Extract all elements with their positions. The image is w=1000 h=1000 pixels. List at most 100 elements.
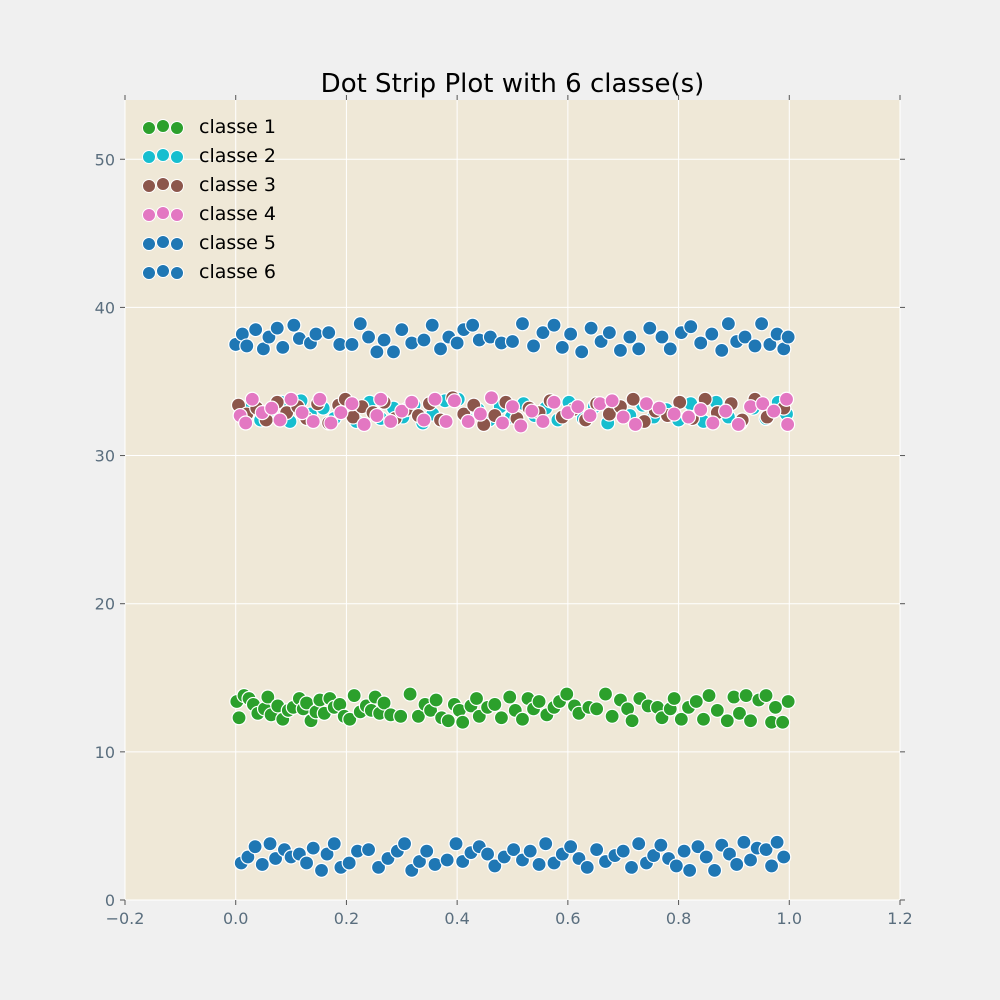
data-point: [404, 394, 420, 410]
data-point: [776, 849, 792, 865]
data-point: [344, 336, 360, 353]
data-point: [742, 713, 759, 729]
data-point: [468, 690, 485, 707]
data-point: [693, 402, 709, 418]
data-point: [522, 843, 538, 859]
legend-marker: [156, 148, 170, 162]
data-point: [589, 701, 605, 717]
legend-item: classe 3: [142, 174, 276, 196]
data-point: [344, 396, 360, 412]
data-point: [754, 316, 770, 332]
data-point: [574, 344, 590, 360]
legend-marker: [142, 179, 156, 193]
data-point: [506, 842, 522, 858]
axes: −0.2 0.0 0.2 0.4 0.6 0.8 1.0 1.2 0 10 20 30 40 50: [95, 95, 913, 928]
series-1: [229, 686, 796, 730]
data-point: [579, 859, 595, 876]
data-point: [563, 326, 579, 342]
data-point: [720, 316, 736, 332]
legend-marker: [170, 150, 184, 164]
legend-marker: [142, 121, 156, 135]
data-point: [737, 329, 753, 345]
data-point: [582, 407, 598, 424]
legend-label: classe 6: [199, 261, 276, 283]
data-point: [554, 339, 570, 356]
data-point: [524, 403, 540, 419]
data-point: [646, 847, 662, 864]
x-tick-label: 0.0: [223, 909, 248, 928]
data-point: [631, 341, 647, 357]
data-point: [673, 711, 689, 727]
data-point: [465, 317, 481, 333]
x-tick-label: 0.4: [444, 909, 469, 928]
data-point: [559, 686, 575, 702]
data-point: [231, 710, 247, 726]
data-point: [709, 702, 725, 718]
data-point: [439, 852, 455, 868]
legend-marker: [156, 119, 170, 133]
legend-label: classe 3: [199, 174, 276, 196]
data-point: [264, 400, 280, 416]
legend-marker: [170, 121, 184, 135]
data-point: [695, 711, 712, 727]
data-point: [416, 412, 432, 428]
data-point: [321, 324, 337, 341]
data-point: [719, 713, 735, 729]
data-point: [369, 407, 385, 424]
legend-label: classe 2: [199, 145, 276, 167]
data-point: [642, 320, 658, 336]
legend-marker: [170, 237, 184, 251]
data-point: [504, 399, 521, 415]
data-point: [239, 338, 255, 354]
data-point: [283, 391, 299, 407]
data-point: [356, 416, 372, 433]
data-point: [352, 316, 368, 332]
y-tick-label: 30: [95, 447, 115, 466]
data-point: [455, 714, 471, 730]
data-point: [428, 692, 444, 708]
data-point: [627, 416, 643, 433]
data-point: [682, 862, 698, 878]
data-point: [583, 320, 599, 336]
x-tick-label: 0.8: [666, 909, 691, 928]
legend-marker: [170, 179, 184, 193]
data-point: [493, 710, 510, 726]
legend-label: classe 1: [199, 116, 276, 138]
data-point: [662, 341, 678, 357]
legend-marker: [156, 235, 170, 249]
data-point: [319, 846, 335, 862]
data-point: [394, 322, 410, 338]
data-point: [780, 329, 796, 345]
data-point: [704, 326, 720, 342]
data-point: [615, 843, 631, 859]
data-point: [666, 406, 682, 422]
data-point: [780, 416, 796, 433]
legend-marker: [142, 150, 156, 164]
legend-marker: [170, 208, 184, 222]
data-point: [504, 333, 521, 350]
data-point: [680, 409, 697, 425]
legend: classe 1 classe 2 classe 3 classe 4 classe 5…: [142, 116, 276, 283]
data-point: [721, 846, 738, 862]
data-point: [622, 329, 638, 345]
data-point: [346, 687, 362, 704]
data-point: [638, 396, 655, 412]
data-point: [248, 322, 264, 338]
data-point: [769, 834, 785, 850]
plot-area-background: [125, 100, 900, 900]
data-point: [342, 711, 358, 727]
data-point: [766, 403, 782, 419]
data-point: [705, 415, 721, 431]
data-point: [651, 400, 667, 416]
data-point: [402, 686, 418, 702]
data-point: [755, 396, 771, 412]
data-point: [313, 862, 330, 878]
data-point: [305, 413, 321, 430]
legend-marker: [142, 208, 156, 222]
legend-marker: [156, 177, 170, 191]
legend-label: classe 5: [199, 232, 276, 254]
y-tick-label: 50: [95, 150, 115, 169]
x-tick-label: 0.6: [555, 909, 580, 928]
data-point: [589, 842, 605, 858]
